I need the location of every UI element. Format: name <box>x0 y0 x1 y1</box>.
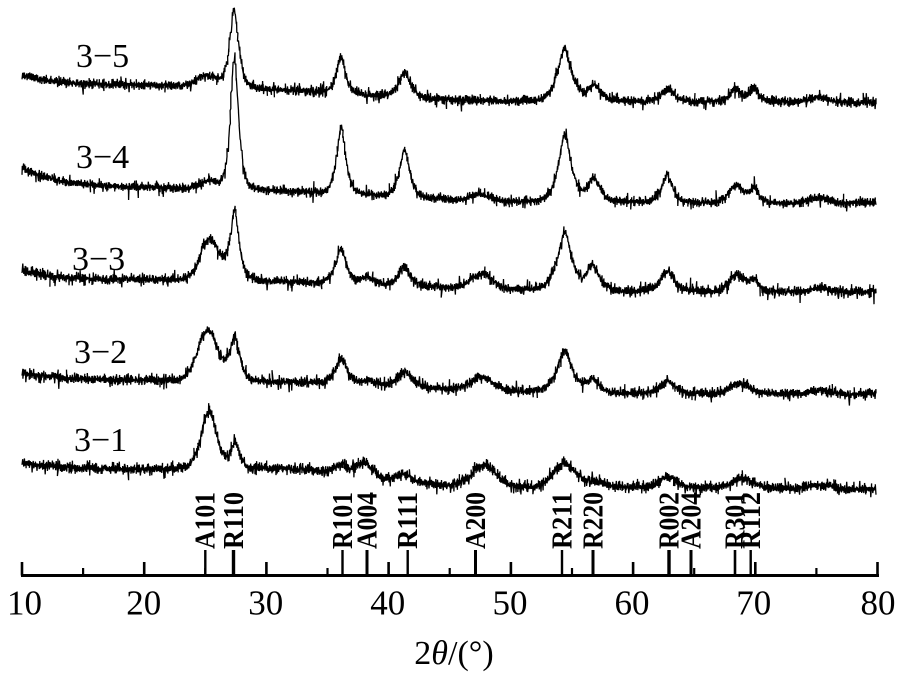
svg-text:50: 50 <box>493 584 528 623</box>
svg-text:3−3: 3−3 <box>72 241 125 278</box>
svg-text:20: 20 <box>126 584 161 623</box>
svg-text:60: 60 <box>615 584 650 623</box>
svg-text:R211: R211 <box>546 492 578 549</box>
svg-text:R111: R111 <box>392 492 424 549</box>
svg-text:3−5: 3−5 <box>76 38 129 75</box>
svg-text:R110: R110 <box>218 492 250 549</box>
svg-text:70: 70 <box>736 584 771 623</box>
svg-text:A204: A204 <box>675 492 707 549</box>
svg-text:80: 80 <box>861 584 896 623</box>
svg-text:R002: R002 <box>653 492 685 549</box>
svg-text:R101: R101 <box>327 492 359 549</box>
svg-text:A200: A200 <box>460 492 492 549</box>
svg-text:2θ/(°): 2θ/(°) <box>414 635 493 672</box>
svg-text:R112: R112 <box>735 492 767 549</box>
svg-text:30: 30 <box>248 584 283 623</box>
svg-text:3−2: 3−2 <box>74 334 127 371</box>
svg-text:A101: A101 <box>190 492 222 549</box>
svg-text:40: 40 <box>370 584 405 623</box>
svg-text:3−4: 3−4 <box>76 139 129 176</box>
svg-text:R220: R220 <box>577 492 609 549</box>
svg-text:10: 10 <box>7 584 42 623</box>
svg-text:3−1: 3−1 <box>74 422 127 459</box>
svg-text:A004: A004 <box>351 492 383 549</box>
svg-text:R301: R301 <box>719 492 751 549</box>
